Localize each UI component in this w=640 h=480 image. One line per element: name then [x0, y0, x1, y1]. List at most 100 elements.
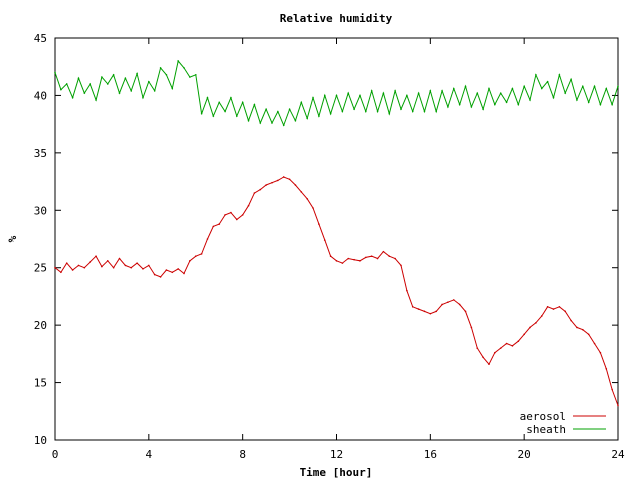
data-point-sheath [106, 83, 109, 85]
data-point-aerosol [329, 255, 332, 258]
data-point-aerosol [529, 326, 531, 329]
data-point-aerosol [142, 268, 144, 270]
data-point-sheath [540, 87, 543, 90]
data-point-sheath [230, 96, 232, 99]
data-point-sheath [382, 92, 385, 94]
series-line-aerosol [54, 176, 619, 406]
data-point-aerosol [101, 265, 103, 268]
data-point-aerosol [265, 184, 267, 186]
x-axis-label: Time [hour] [300, 466, 373, 479]
data-point-aerosol [323, 239, 326, 241]
data-point-sheath [470, 106, 473, 108]
data-point-aerosol [153, 273, 156, 276]
data-point-sheath [517, 103, 520, 106]
data-point-sheath [71, 96, 74, 99]
data-point-sheath [388, 113, 391, 115]
data-point-aerosol [130, 266, 133, 269]
legend-label-sheath: sheath [526, 423, 566, 436]
data-point-aerosol [511, 345, 514, 347]
data-point-sheath [200, 113, 203, 115]
data-point-sheath [499, 92, 502, 94]
data-point-aerosol [353, 258, 355, 261]
data-point-sheath [452, 87, 455, 90]
data-point-aerosol [54, 266, 56, 269]
data-point-aerosol [599, 351, 602, 354]
data-point-aerosol [617, 404, 619, 407]
data-point-sheath [411, 110, 414, 113]
legend-entry-sheath: sheath [526, 423, 606, 436]
data-point-aerosol [582, 328, 584, 331]
data-point-aerosol [494, 351, 496, 354]
data-point-sheath [353, 108, 355, 111]
data-point-sheath [435, 110, 437, 113]
data-point-aerosol [505, 342, 508, 345]
data-point-aerosol [482, 356, 484, 359]
y-tick-label: 40 [34, 89, 47, 102]
data-point-aerosol [406, 289, 408, 292]
data-point-sheath [265, 108, 267, 111]
y-axis-label: % [6, 235, 19, 242]
data-point-aerosol [136, 262, 138, 264]
data-point-sheath [376, 110, 379, 113]
data-point-sheath [253, 103, 256, 106]
data-point-aerosol [247, 204, 250, 207]
data-point-aerosol [318, 223, 320, 225]
data-point-aerosol [341, 262, 344, 264]
x-tick-label: 20 [518, 448, 531, 461]
data-point-sheath [341, 110, 344, 113]
data-point-sheath [206, 96, 209, 99]
data-point-aerosol [288, 178, 291, 181]
data-point-sheath [464, 85, 467, 88]
data-point-aerosol [259, 188, 262, 191]
data-point-aerosol [241, 214, 244, 216]
data-point-aerosol [517, 340, 520, 343]
data-point-sheath [458, 103, 461, 106]
data-point-aerosol [83, 266, 86, 269]
data-point-sheath [329, 113, 332, 115]
data-point-aerosol [77, 264, 80, 267]
data-point-aerosol [488, 363, 490, 365]
data-point-sheath [552, 96, 555, 99]
data-point-sheath [77, 77, 80, 79]
data-point-sheath [259, 122, 262, 124]
data-point-aerosol [470, 326, 473, 329]
data-point-aerosol [593, 342, 596, 345]
data-point-sheath [153, 90, 156, 92]
data-point-aerosol [200, 253, 203, 255]
data-point-aerosol [212, 225, 215, 228]
data-point-sheath [447, 106, 449, 108]
data-point-sheath [599, 103, 602, 106]
data-point-aerosol [376, 257, 379, 260]
x-tick-label: 12 [330, 448, 343, 461]
data-point-aerosol [148, 264, 150, 267]
data-point-aerosol [417, 308, 420, 310]
data-point-sheath [101, 76, 103, 78]
data-point-sheath [406, 94, 408, 97]
chart-title: Relative humidity [280, 12, 393, 25]
data-point-sheath [505, 101, 508, 104]
data-point-aerosol [464, 310, 467, 313]
data-point-aerosol [171, 271, 174, 274]
data-point-aerosol [570, 319, 572, 322]
data-point-sheath [83, 92, 86, 94]
x-tick-label: 24 [611, 448, 625, 461]
data-point-sheath [212, 115, 215, 117]
data-point-sheath [95, 99, 97, 101]
data-point-sheath [142, 96, 144, 99]
data-point-aerosol [411, 305, 414, 308]
y-tick-label: 25 [34, 262, 47, 275]
data-point-aerosol [312, 207, 314, 209]
data-point-sheath [323, 94, 326, 97]
data-point-aerosol [165, 269, 168, 271]
data-point-sheath [535, 73, 537, 76]
data-point-aerosol [365, 256, 367, 259]
data-point-aerosol [224, 214, 226, 216]
data-point-sheath [593, 85, 596, 88]
data-point-aerosol [435, 310, 437, 313]
data-point-sheath [277, 110, 279, 113]
data-point-sheath [582, 85, 584, 88]
data-point-aerosol [382, 250, 385, 253]
x-tick-label: 4 [146, 448, 153, 461]
data-point-aerosol [89, 261, 91, 263]
data-point-aerosol [236, 218, 238, 221]
